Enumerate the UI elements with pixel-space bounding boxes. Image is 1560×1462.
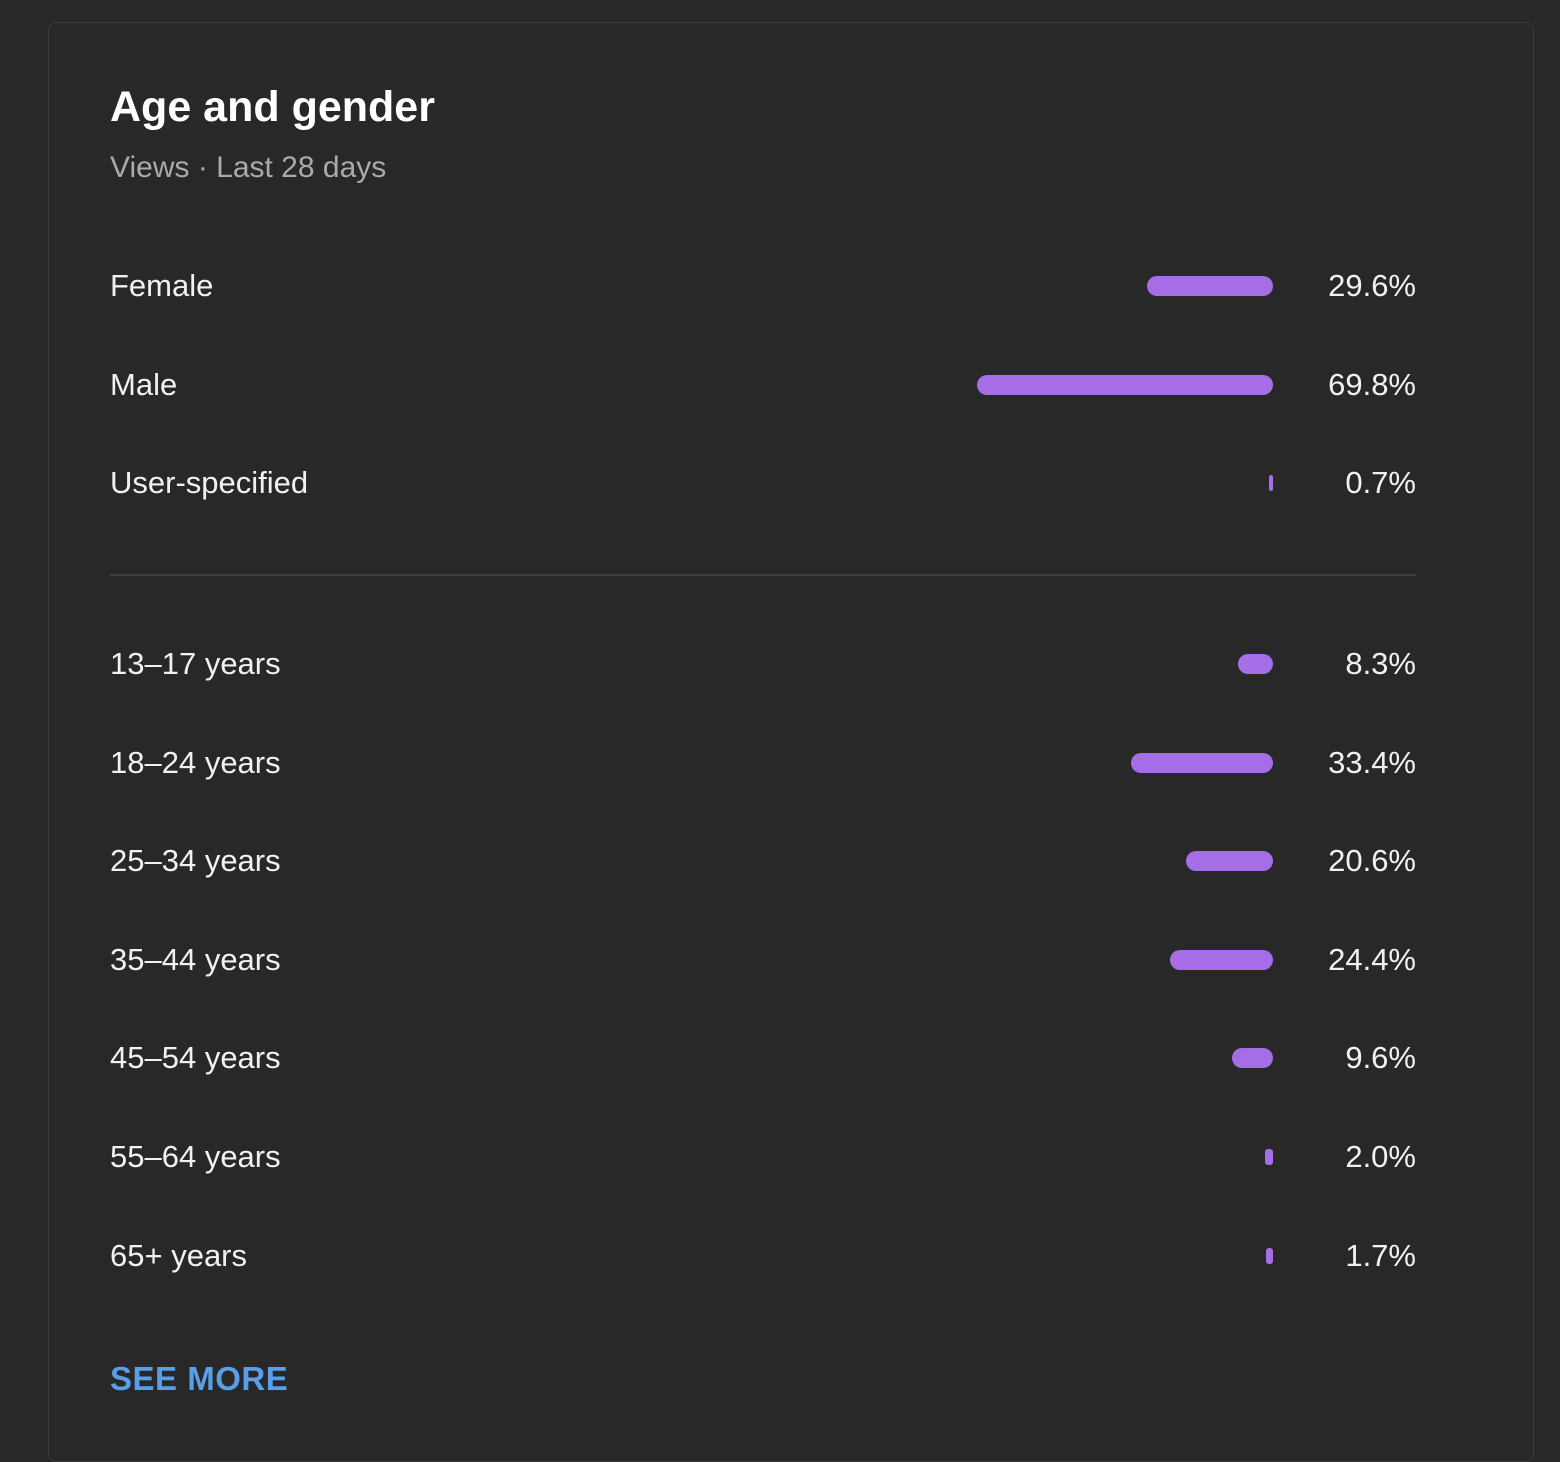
age-row: 13–17 years 8.3% <box>110 642 1416 686</box>
gender-value: 0.7% <box>1345 465 1416 501</box>
gender-bar <box>1269 475 1273 492</box>
card-title: Age and gender <box>110 83 435 131</box>
gender-value: 29.6% <box>1328 268 1416 303</box>
age-value: 24.4% <box>1328 941 1416 977</box>
age-value: 2.0% <box>1345 1139 1416 1174</box>
age-row: 45–54 years 9.6% <box>110 1036 1416 1080</box>
age-value: 8.3% <box>1345 646 1416 681</box>
age-bar <box>1169 949 1273 970</box>
gender-bar <box>1147 276 1273 296</box>
age-value: 33.4% <box>1328 744 1416 780</box>
age-row: 55–64 years 2.0% <box>110 1135 1416 1179</box>
age-value: 9.6% <box>1345 1040 1416 1076</box>
gender-label: Female <box>110 268 214 303</box>
age-label: 25–34 years <box>110 843 281 879</box>
gender-bar <box>977 374 1273 395</box>
age-bar <box>1185 851 1273 872</box>
gender-value: 69.8% <box>1328 366 1416 402</box>
see-more-button[interactable]: SEE MORE <box>110 1360 289 1397</box>
age-row: 18–24 years 33.4% <box>110 741 1416 785</box>
age-label: 35–44 years <box>110 941 281 977</box>
gender-row: Male 69.8% <box>110 363 1416 407</box>
gender-label: User-specified <box>110 465 309 501</box>
card-subtitle: Views · Last 28 days <box>110 151 387 184</box>
age-value: 1.7% <box>1345 1237 1416 1273</box>
age-gender-card: Age and gender Views · Last 28 days Fema… <box>48 22 1534 1462</box>
age-label: 13–17 years <box>110 646 281 681</box>
age-row: 65+ years 1.7% <box>110 1234 1416 1278</box>
age-value: 20.6% <box>1328 843 1416 879</box>
section-divider <box>110 574 1416 576</box>
age-label: 45–54 years <box>110 1040 281 1076</box>
age-bar <box>1264 1149 1273 1165</box>
age-row: 25–34 years 20.6% <box>110 839 1416 883</box>
age-row: 35–44 years 24.4% <box>110 938 1416 982</box>
age-label: 65+ years <box>110 1237 248 1273</box>
age-bar <box>1265 1247 1273 1264</box>
age-bar <box>1131 752 1273 773</box>
gender-label: Male <box>110 366 178 402</box>
age-label: 55–64 years <box>110 1139 281 1174</box>
age-bar <box>1232 1048 1273 1069</box>
gender-row: Female 29.6% <box>110 264 1416 308</box>
age-bar <box>1237 654 1273 674</box>
age-label: 18–24 years <box>110 744 281 780</box>
gender-row: User-specified 0.7% <box>110 461 1416 505</box>
